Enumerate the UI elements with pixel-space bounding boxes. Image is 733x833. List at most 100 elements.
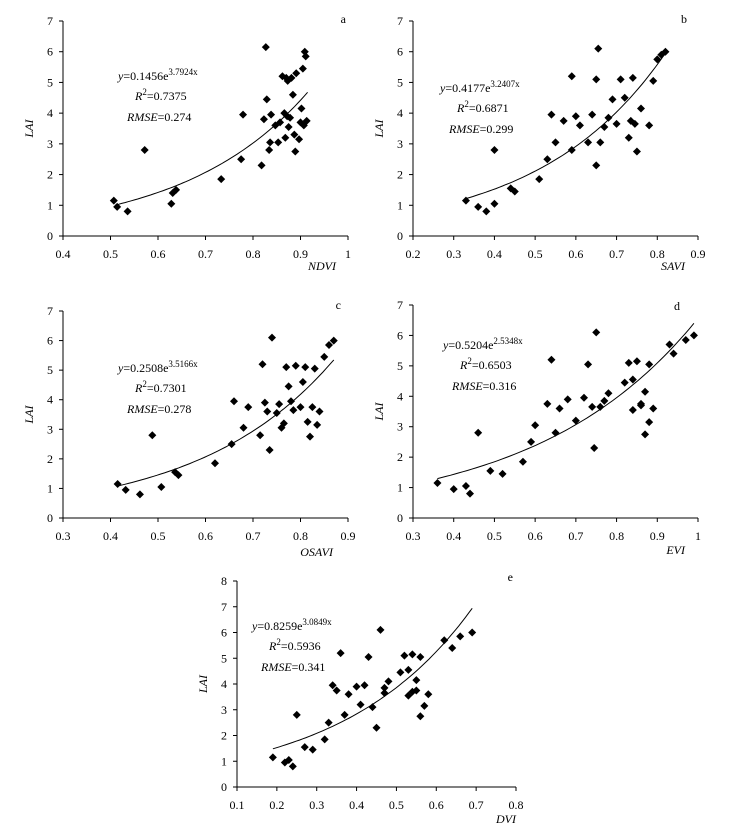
data-point [555,404,564,413]
data-point [352,682,361,691]
data-point [167,199,176,208]
panel-b: 0 1 2 3 4 5 6 7 0.2 0.3 0.4 0.5 0.6 0.7 0.8 0.9 SAVI LAI b… [372,12,706,273]
y-tick-label: 2 [47,452,53,466]
data-point [286,113,295,122]
x-tick-label: 0.4 [56,247,71,261]
x-tick-label: 0.4 [487,247,502,261]
y-tick-label: 2 [397,168,403,182]
data-point [600,396,609,405]
y-tick-label: 2 [221,729,227,743]
panel-letter: c [336,298,341,312]
data-point [616,75,625,84]
data-point [284,755,293,764]
data-point [288,762,297,771]
panel-letter: d [674,299,680,313]
x-tick-label: 1 [345,247,351,261]
y-tick-label: 8 [221,574,227,588]
data-point [641,387,650,396]
data-point [292,710,301,719]
r-squared: R2=0.6871 [456,99,509,115]
y-tick-label: 2 [397,450,403,464]
panel-a: 0 1 2 3 4 5 6 7 0.4 0.5 0.6 0.7 0.8 0.9 1 NDVI LAI a y=0.1… [22,12,351,273]
data-point [259,115,268,124]
data-point [291,361,300,370]
data-point [547,110,556,119]
x-tick-label: 0.2 [269,798,284,812]
data-point [604,113,613,122]
eq-exponent: 3.5166x [168,359,198,369]
data-point [368,703,377,712]
data-point [239,110,248,119]
data-point [461,196,470,205]
x-tick-label: 0.8 [609,529,624,543]
data-point [482,207,491,216]
y-tick-label: 6 [47,334,53,348]
data-point [641,430,650,439]
data-point [267,110,276,119]
data-point [468,628,477,637]
data-point [276,118,285,127]
data-point [594,44,603,53]
y-tick-label: 7 [47,304,53,318]
data-point [281,133,290,142]
data-point [535,175,544,184]
x-tick-label: 0.9 [341,529,356,543]
eq-exponent: 3.2407x [490,79,520,89]
data-point [135,490,144,499]
data-point [217,175,226,184]
r-symbol: R [134,381,143,395]
y-tick-label: 1 [47,481,53,495]
data-point [300,743,309,752]
data-point [645,418,654,427]
data-point [306,432,314,441]
data-point [364,652,373,661]
data-point [440,636,449,645]
x-tick-label: 0.7 [198,247,213,261]
data-point [628,375,637,384]
fit-curve [272,607,473,750]
data-point [584,138,593,147]
y-tick-label: 5 [397,359,403,373]
data-point [287,397,295,406]
data-point [230,397,238,406]
data-point [567,72,576,81]
x-tick-label: 1 [695,529,701,543]
x-tick-label: 0.3 [406,529,421,543]
x-tick-label: 0.5 [103,247,118,261]
panel-letter: a [341,12,347,26]
eq-y: y [439,81,446,95]
r-sup: 2 [142,379,147,389]
fit-equation: y=0.8259e3.0849x [251,617,332,633]
x-tick-label: 0.6 [429,798,444,812]
data-point [384,677,393,686]
data-point [302,116,311,125]
data-point [109,196,118,205]
data-point [433,479,442,488]
x-tick-label: 0.5 [487,529,502,543]
x-axis-label: OSAVI [300,545,334,559]
rmse-symbol: RMSE [126,110,158,124]
data-point [571,112,580,121]
data-point [301,52,310,61]
data-point [376,625,385,634]
data-point [669,349,678,358]
data-point [396,668,405,677]
rmse-symbol: RMSE [451,379,483,393]
y-tick-label: 0 [397,511,403,525]
rmse-value: =0.278 [158,402,192,416]
data-point [596,138,605,147]
y-tick-label: 3 [221,703,227,717]
y-axis-label: LAI [372,118,386,138]
y-tick-label: 0 [47,229,53,243]
y-tick-label: 1 [221,754,227,768]
data-point [551,428,560,437]
data-point [244,403,253,412]
data-point [400,651,409,660]
r-symbol: R [459,358,468,372]
data-point [284,382,293,391]
data-point [571,416,580,425]
rmse: RMSE=0.274 [126,110,191,124]
data-point [632,147,641,156]
y-tick-label: 5 [47,75,53,89]
